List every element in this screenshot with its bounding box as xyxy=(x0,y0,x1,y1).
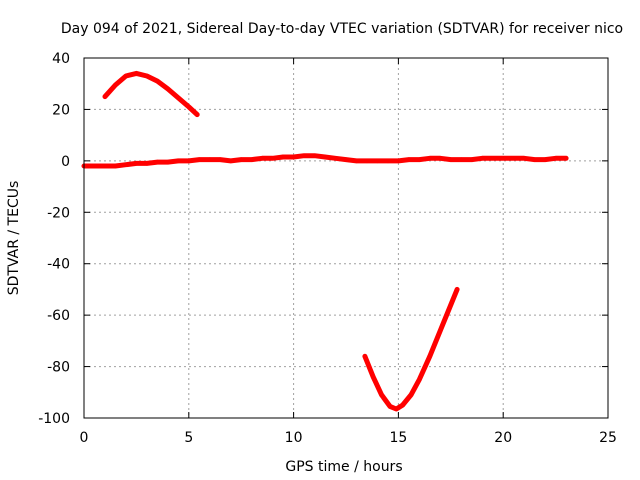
data-point xyxy=(396,158,401,164)
data-point xyxy=(371,374,376,380)
data-point xyxy=(427,354,432,359)
data-point xyxy=(312,153,317,158)
data-point xyxy=(553,156,558,161)
data-point xyxy=(113,82,118,88)
data-point xyxy=(186,104,191,110)
data-point xyxy=(270,156,275,161)
data-point xyxy=(532,157,537,162)
data-point xyxy=(165,159,170,165)
x-tick-label: 10 xyxy=(285,430,303,446)
data-point xyxy=(417,377,422,382)
data-point xyxy=(322,154,328,160)
data-point xyxy=(155,78,160,84)
data-point xyxy=(144,73,150,79)
y-tick-label: 0 xyxy=(61,154,70,170)
data-series xyxy=(81,70,569,412)
data-point xyxy=(291,154,296,160)
y-tick-label: 20 xyxy=(52,102,70,118)
data-point xyxy=(102,94,108,99)
y-axis-label: SDTVAR / TECUs xyxy=(6,181,22,296)
x-tick-label: 25 xyxy=(599,430,617,446)
data-point xyxy=(176,95,181,101)
data-point xyxy=(186,158,191,164)
data-point xyxy=(563,156,569,161)
data-point xyxy=(239,157,244,162)
data-point xyxy=(417,157,422,162)
data-point xyxy=(406,157,412,162)
data-point xyxy=(260,156,265,161)
plot-frame xyxy=(83,57,609,419)
x-tick-label: 20 xyxy=(494,430,512,446)
data-point xyxy=(454,287,460,292)
data-point xyxy=(195,112,200,117)
data-point xyxy=(113,163,118,169)
data-point xyxy=(218,157,223,162)
data-point xyxy=(102,163,108,169)
data-point xyxy=(501,156,506,161)
data-point xyxy=(469,157,474,162)
data-point xyxy=(228,158,233,164)
data-point xyxy=(448,157,453,162)
y-tick-label: -80 xyxy=(47,360,70,376)
series-line-2 xyxy=(102,70,200,118)
data-point xyxy=(207,157,212,162)
data-point xyxy=(134,161,139,166)
data-point xyxy=(522,156,527,161)
data-point xyxy=(362,354,368,359)
data-point xyxy=(490,156,495,161)
data-point xyxy=(394,406,399,412)
data-point xyxy=(343,157,349,162)
data-point xyxy=(438,156,443,161)
data-point xyxy=(165,86,170,92)
data-point xyxy=(408,392,414,398)
data-point xyxy=(364,158,370,164)
data-point xyxy=(134,71,139,76)
x-tick-label: 0 xyxy=(80,430,89,446)
axes: 0 5 10 15 20 25 -100 -80 -60 -40 -20 0 20 40 xyxy=(38,51,617,446)
x-tick-label: 15 xyxy=(389,430,407,446)
data-point xyxy=(387,404,393,409)
y-tick-label: -40 xyxy=(47,257,70,273)
data-point xyxy=(123,73,129,79)
data-point xyxy=(542,157,548,162)
y-tick-label: 40 xyxy=(52,51,70,67)
data-point xyxy=(280,154,286,160)
data-point xyxy=(176,158,181,164)
data-point xyxy=(446,307,451,313)
y-tick-label: -60 xyxy=(47,308,70,324)
data-point xyxy=(333,156,338,161)
data-point xyxy=(480,156,485,161)
grid-lines xyxy=(84,58,608,418)
data-point xyxy=(354,158,359,164)
data-point xyxy=(144,161,150,166)
data-point xyxy=(197,157,202,162)
x-tick-label: 5 xyxy=(184,430,193,446)
data-point xyxy=(301,153,307,158)
data-point xyxy=(459,157,464,162)
data-point xyxy=(249,157,254,162)
series-line-3 xyxy=(362,286,460,412)
data-point xyxy=(427,156,432,161)
data-point xyxy=(385,158,391,164)
data-point xyxy=(379,392,384,398)
x-axis-label: GPS time / hours xyxy=(285,459,402,475)
data-point xyxy=(511,156,516,161)
chart-title: Day 094 of 2021, Sidereal Day-to-day VTE… xyxy=(61,21,623,37)
data-point xyxy=(438,328,443,333)
data-point xyxy=(375,158,380,164)
data-point xyxy=(123,162,129,167)
data-point xyxy=(155,159,160,165)
y-tick-label: -100 xyxy=(38,411,70,427)
y-tick-label: -20 xyxy=(47,205,70,221)
data-point xyxy=(400,402,405,408)
data-point xyxy=(92,163,97,169)
